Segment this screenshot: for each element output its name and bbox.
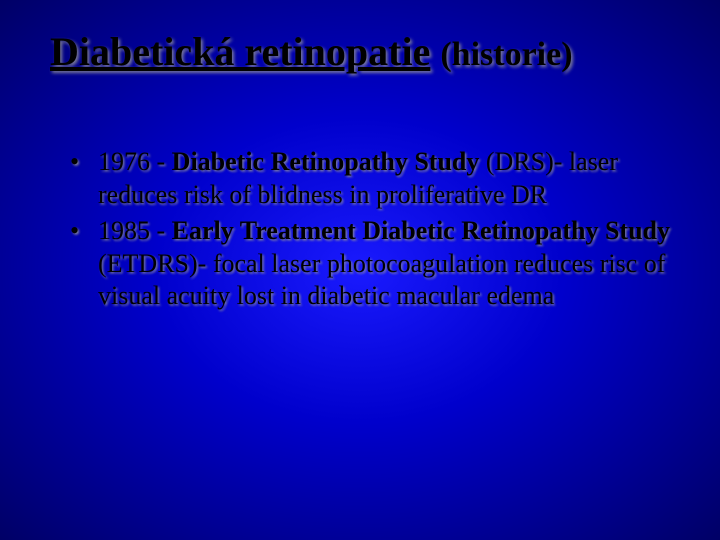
bullet-prefix: 1985 - xyxy=(98,216,172,245)
title-sub: (historie) xyxy=(440,36,572,73)
bullet-item: 1985 - Early Treatment Diabetic Retinopa… xyxy=(70,215,670,313)
bullet-list: 1976 - Diabetic Retinopathy Study (DRS)-… xyxy=(50,146,670,313)
bullet-rest: (ETDRS)- focal laser photocoagulation re… xyxy=(98,249,665,311)
bullet-item: 1976 - Diabetic Retinopathy Study (DRS)-… xyxy=(70,146,670,211)
title-main: Diabetická retinopatie xyxy=(50,29,430,74)
slide-title: Diabetická retinopatie (historie) xyxy=(50,28,670,76)
bullet-bold: Diabetic Retinopathy Study xyxy=(172,147,480,176)
slide: Diabetická retinopatie (historie) 1976 -… xyxy=(0,0,720,540)
bullet-prefix: 1976 - xyxy=(98,147,172,176)
bullet-bold: Early Treatment Diabetic Retinopathy Stu… xyxy=(172,216,670,245)
